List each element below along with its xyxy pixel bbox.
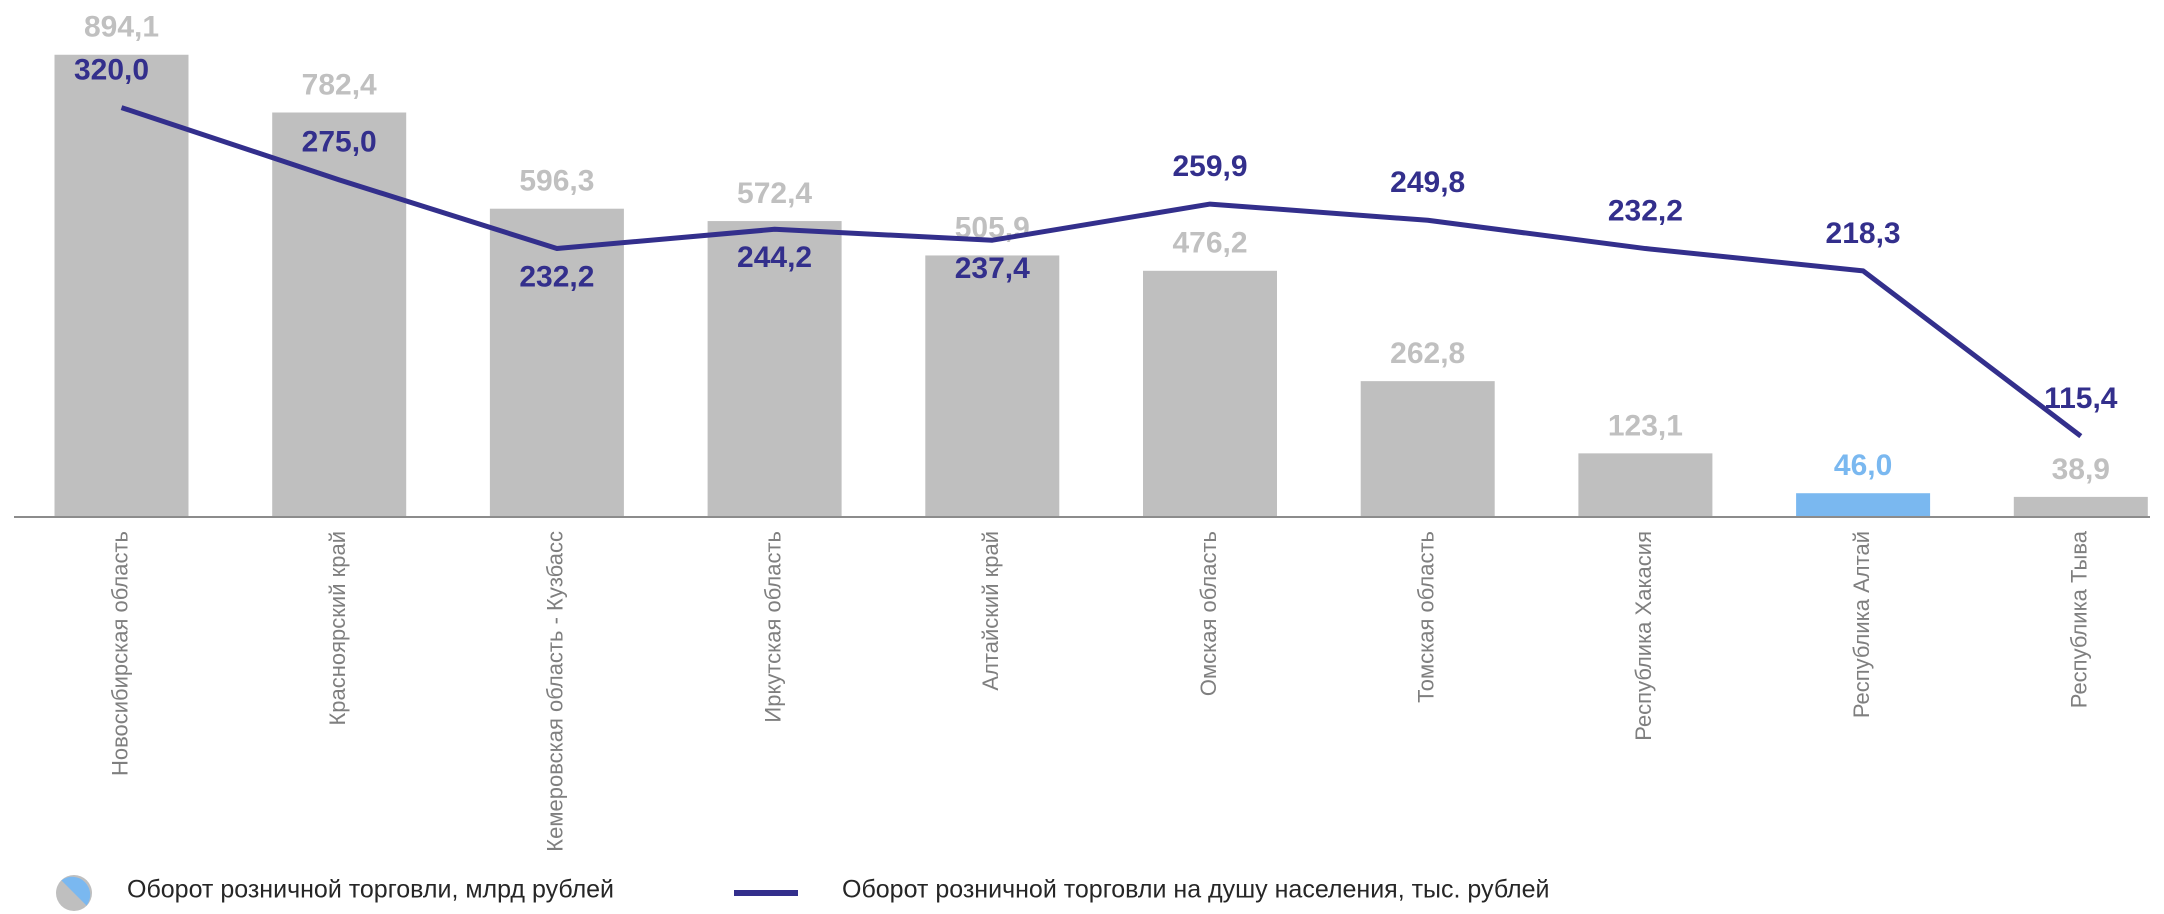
line-value-label: 232,2 xyxy=(519,260,594,293)
bar xyxy=(1796,493,1931,517)
x-tick-label: Новосибирская область xyxy=(107,531,132,776)
line-value-label: 275,0 xyxy=(302,126,377,159)
bar xyxy=(1360,381,1495,517)
bar xyxy=(489,208,624,518)
bar-value-label: 476,2 xyxy=(1172,227,1247,260)
legend-label: Оборот розничной торговли на душу населе… xyxy=(842,876,1549,904)
line-value-label: 237,4 xyxy=(955,252,1030,285)
line-value-label: 259,9 xyxy=(1172,150,1247,183)
line-value-label: 232,2 xyxy=(1608,194,1683,227)
x-tick-label: Республика Хакасия xyxy=(1631,531,1656,741)
bar-value-label: 894,1 xyxy=(84,11,159,44)
bar xyxy=(925,255,1060,517)
x-tick-label: Кемеровская область - Кузбасс xyxy=(543,531,568,852)
bar xyxy=(1143,270,1277,517)
line-value-label: 320,0 xyxy=(74,53,149,86)
line-value-label: 218,3 xyxy=(1826,217,1901,250)
x-tick-label: Республика Тыва xyxy=(2067,530,2092,708)
bar-value-label: 262,8 xyxy=(1390,337,1465,370)
line-value-label: 115,4 xyxy=(2044,382,2118,415)
line-series xyxy=(120,105,2083,439)
bar-value-label: 123,1 xyxy=(1608,409,1683,442)
line-value-label: 244,2 xyxy=(737,241,812,274)
bar-value-label: 572,4 xyxy=(737,177,812,210)
x-tick-label: Омская область xyxy=(1196,531,1221,696)
bar xyxy=(54,54,189,517)
line-value-label: 249,8 xyxy=(1390,166,1465,199)
bar-value-label: 38,9 xyxy=(2052,453,2110,486)
x-tick-label: Алтайский край xyxy=(978,531,1003,691)
bar xyxy=(1578,453,1713,517)
legend-label: Оборот розничной торговли, млрд рублей xyxy=(127,876,614,904)
bar xyxy=(2013,496,2148,517)
x-tick-label: Иркутская область xyxy=(760,531,785,723)
bar-value-label: 596,3 xyxy=(519,165,594,198)
x-tick-label: Республика Алтай xyxy=(1849,531,1874,718)
bar xyxy=(707,221,842,517)
bar-value-label: 46,0 xyxy=(1834,449,1892,482)
legend-marker xyxy=(61,876,91,906)
bar-value-label: 782,4 xyxy=(302,68,377,101)
x-tick-label: Красноярский край xyxy=(325,531,350,726)
bar xyxy=(272,112,407,517)
x-tick-label: Томская область xyxy=(1414,531,1439,703)
